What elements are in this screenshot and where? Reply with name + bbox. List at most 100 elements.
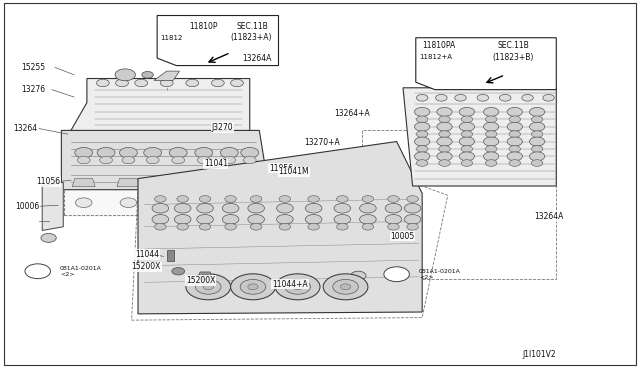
Circle shape [97, 147, 115, 158]
Circle shape [305, 203, 322, 213]
Circle shape [531, 145, 543, 152]
Circle shape [388, 196, 399, 202]
Circle shape [97, 79, 109, 87]
Circle shape [360, 203, 376, 213]
Polygon shape [71, 78, 250, 131]
Circle shape [248, 215, 264, 224]
Circle shape [279, 224, 291, 230]
Circle shape [155, 224, 166, 230]
Circle shape [485, 160, 497, 166]
Circle shape [437, 137, 452, 146]
Text: 11810PA: 11810PA [422, 41, 456, 51]
Circle shape [279, 196, 291, 202]
Circle shape [439, 116, 451, 123]
Circle shape [437, 152, 452, 161]
Circle shape [177, 196, 188, 202]
Circle shape [142, 71, 154, 78]
Circle shape [285, 279, 310, 294]
Circle shape [120, 198, 137, 208]
Circle shape [529, 108, 545, 116]
Circle shape [439, 131, 451, 137]
Circle shape [529, 152, 545, 161]
Circle shape [248, 203, 264, 213]
Circle shape [195, 147, 212, 158]
Text: 13264+A: 13264+A [334, 109, 370, 118]
Polygon shape [65, 188, 278, 216]
Circle shape [122, 156, 135, 164]
Circle shape [241, 147, 259, 158]
Circle shape [100, 156, 113, 164]
Circle shape [439, 160, 451, 166]
Text: 13270+A: 13270+A [304, 138, 340, 147]
Circle shape [211, 79, 224, 87]
Circle shape [415, 122, 430, 131]
Circle shape [41, 234, 56, 242]
Polygon shape [167, 250, 174, 261]
Circle shape [177, 224, 188, 230]
Circle shape [222, 215, 239, 224]
Circle shape [305, 215, 322, 224]
Circle shape [531, 131, 543, 137]
Polygon shape [117, 179, 140, 187]
Circle shape [404, 215, 421, 224]
Circle shape [197, 156, 210, 164]
Text: J1I101V2: J1I101V2 [523, 350, 556, 359]
Circle shape [507, 122, 522, 131]
Circle shape [196, 215, 213, 224]
Circle shape [522, 94, 533, 101]
Circle shape [333, 279, 358, 294]
Circle shape [115, 69, 136, 81]
Circle shape [415, 137, 430, 146]
Polygon shape [206, 179, 229, 187]
Polygon shape [389, 208, 408, 253]
Circle shape [248, 198, 264, 208]
Circle shape [455, 94, 467, 101]
Circle shape [460, 137, 474, 146]
Circle shape [439, 145, 451, 152]
Circle shape [243, 156, 256, 164]
Circle shape [509, 145, 520, 152]
Text: 11044: 11044 [135, 250, 159, 259]
Circle shape [174, 215, 191, 224]
Circle shape [529, 122, 545, 131]
Polygon shape [416, 38, 556, 90]
Text: 11056: 11056 [269, 164, 293, 173]
Text: 11041: 11041 [204, 159, 228, 168]
Circle shape [507, 108, 522, 116]
Text: 13276: 13276 [21, 85, 45, 94]
Circle shape [340, 284, 351, 290]
Circle shape [120, 147, 138, 158]
Circle shape [385, 215, 402, 224]
Text: 11056: 11056 [36, 177, 61, 186]
Text: 13264A: 13264A [242, 54, 271, 62]
Text: 13264A: 13264A [534, 212, 563, 221]
Circle shape [220, 147, 238, 158]
Circle shape [209, 198, 226, 208]
Circle shape [222, 203, 239, 213]
Polygon shape [198, 272, 211, 279]
Circle shape [174, 203, 191, 213]
Circle shape [135, 79, 148, 87]
Circle shape [250, 224, 262, 230]
Circle shape [200, 274, 209, 279]
Circle shape [165, 198, 181, 208]
Circle shape [240, 279, 266, 294]
Circle shape [485, 145, 497, 152]
Circle shape [509, 160, 520, 166]
Polygon shape [162, 179, 184, 187]
Circle shape [186, 274, 230, 300]
Circle shape [384, 267, 410, 282]
Text: (11823+B): (11823+B) [492, 52, 534, 61]
Polygon shape [72, 179, 95, 187]
Circle shape [460, 108, 474, 116]
Circle shape [230, 79, 243, 87]
Circle shape [172, 267, 184, 275]
Text: SEC.11B: SEC.11B [237, 22, 269, 31]
Circle shape [225, 224, 236, 230]
Circle shape [437, 108, 452, 116]
Text: 10005: 10005 [390, 231, 415, 241]
Circle shape [225, 196, 236, 202]
Circle shape [407, 224, 419, 230]
Circle shape [323, 274, 368, 300]
Polygon shape [154, 71, 179, 80]
